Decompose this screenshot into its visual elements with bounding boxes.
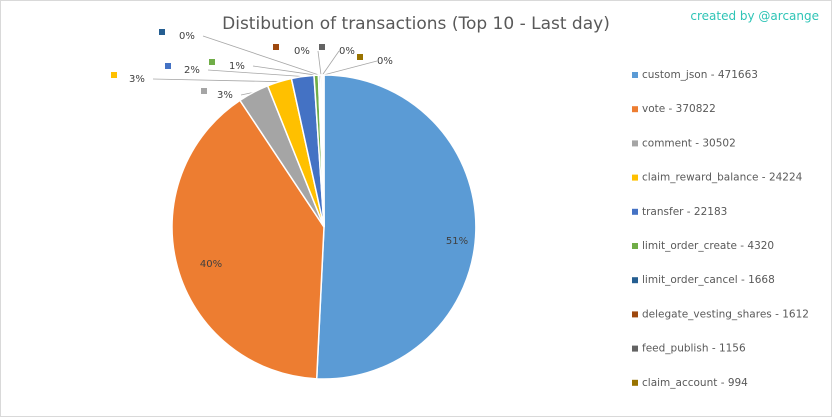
- legend-label-vote: vote - 370822: [642, 103, 716, 115]
- pie-slice-custom_json: [315, 74, 477, 380]
- legend-key-limit_order_create: [632, 243, 638, 249]
- data-label-key-limit_order_create: [209, 59, 215, 65]
- data-label-comment: 3%: [217, 90, 233, 101]
- leader-lines: [152, 35, 378, 96]
- data-label-key-claim_reward_balance: [111, 72, 117, 78]
- legend-key-custom_json: [632, 72, 638, 78]
- legend-label-limit_order_create: limit_order_create - 4320: [642, 240, 774, 252]
- data-label-custom_json: 51%: [446, 236, 468, 247]
- data-label-key-claim_account: [357, 54, 363, 60]
- legend-key-feed_publish: [632, 345, 638, 352]
- leader-line-transfer: [207, 69, 303, 77]
- legend-label-custom_json: custom_json - 471663: [642, 69, 758, 81]
- chart-title: Distibution of transactions (Top 10 - La…: [222, 14, 610, 34]
- legend-key-claim_account: [632, 379, 638, 386]
- credit-text: created by @arcange: [690, 9, 819, 23]
- legend-key-delegate_vesting_shares: [632, 311, 638, 318]
- legend-label-comment: comment - 30502: [642, 137, 736, 149]
- leader-line-feed_publish: [322, 50, 340, 76]
- pie-slice-claim_account: [322, 74, 325, 228]
- legend-key-transfer: [632, 208, 638, 215]
- data-label-key-limit_order_cancel: [159, 29, 165, 35]
- leader-line-limit_order_create: [252, 65, 317, 76]
- legend-key-vote: [632, 106, 638, 113]
- legend-label-claim_account: claim_account - 994: [642, 377, 748, 389]
- data-label-claim_reward_balance: 3%: [129, 74, 145, 85]
- legend: custom_json - 471663 vote - 370822 comment…: [632, 69, 809, 389]
- data-label-key-feed_publish: [319, 44, 325, 50]
- legend-key-comment: [632, 140, 638, 147]
- data-label-key-delegate_vesting_shares: [273, 44, 279, 50]
- data-label-feed_publish: 0%: [339, 46, 355, 57]
- pie-slices: [171, 74, 477, 380]
- leader-line-delegate_vesting_shares: [317, 50, 322, 76]
- data-label-delegate_vesting_shares: 0%: [294, 46, 310, 57]
- data-label-key-transfer: [165, 63, 171, 69]
- data-label-vote: 40%: [200, 259, 222, 270]
- leader-line-claim_reward_balance: [152, 78, 280, 83]
- leader-line-limit_order_cancel: [202, 35, 320, 76]
- data-label-limit_order_cancel: 0%: [179, 31, 195, 42]
- data-labels: 51% 40% 3% 3% 2% 1% 0% 0% 0% 0%: [111, 29, 468, 270]
- legend-key-limit_order_cancel: [632, 277, 638, 284]
- data-label-limit_order_create: 1%: [229, 61, 245, 72]
- data-label-transfer: 2%: [184, 65, 200, 76]
- legend-label-transfer: transfer - 22183: [642, 206, 727, 218]
- legend-label-claim_reward_balance: claim_reward_balance - 24224: [642, 172, 803, 184]
- leader-line-claim_account: [323, 60, 378, 76]
- legend-key-claim_reward_balance: [632, 174, 638, 181]
- legend-label-limit_order_cancel: limit_order_cancel - 1668: [642, 274, 775, 286]
- legend-label-delegate_vesting_shares: delegate_vesting_shares - 1612: [642, 308, 809, 320]
- data-label-key-comment: [201, 88, 207, 94]
- legend-label-feed_publish: feed_publish - 1156: [642, 343, 746, 355]
- data-label-claim_account: 0%: [377, 56, 393, 67]
